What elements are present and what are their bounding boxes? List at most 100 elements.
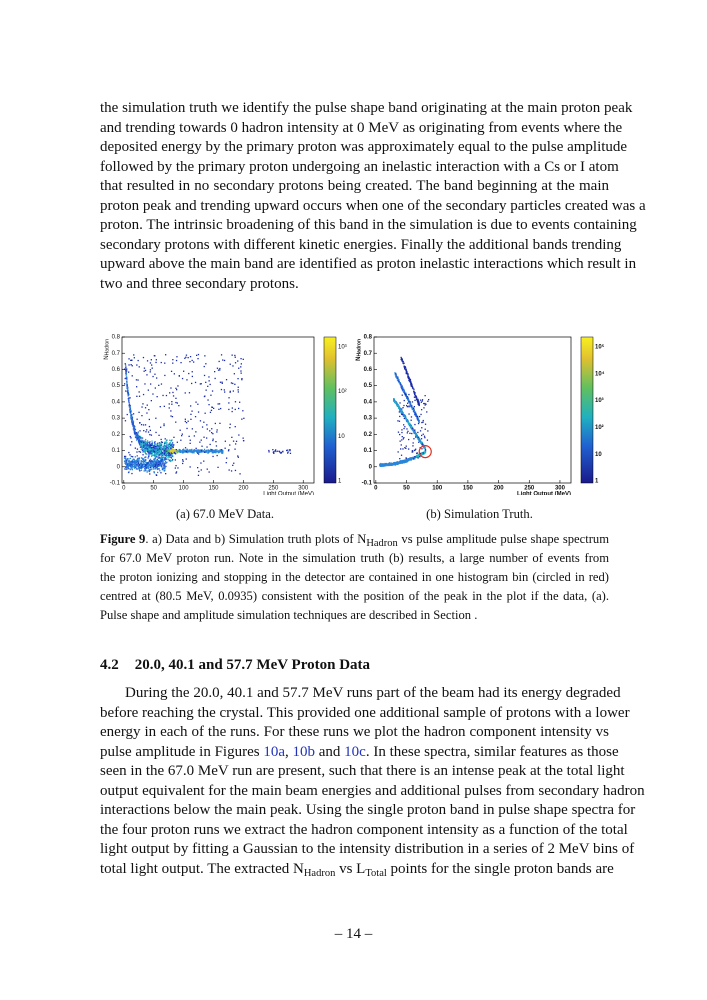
section-title: 20.0, 40.1 and 57.7 MeV Proton Data bbox=[134, 657, 371, 673]
histogram-bin bbox=[157, 464, 159, 467]
histogram-bin bbox=[405, 445, 407, 447]
histogram-bin bbox=[397, 404, 399, 407]
histogram-bin bbox=[169, 439, 171, 441]
histogram-bin bbox=[125, 458, 127, 460]
histogram-bin bbox=[151, 364, 153, 366]
histogram-bin bbox=[138, 442, 140, 444]
histogram-bin bbox=[406, 428, 408, 430]
figure-link[interactable]: 10c bbox=[344, 743, 366, 760]
histogram-bin bbox=[411, 457, 413, 459]
histogram-bin bbox=[213, 407, 215, 409]
histogram-bin bbox=[126, 370, 128, 372]
histogram-bin bbox=[149, 443, 151, 445]
histogram-bin bbox=[402, 388, 404, 391]
text-line: the simulation truth we identify the pul… bbox=[100, 100, 633, 116]
histogram-bin bbox=[410, 416, 413, 418]
histogram-bin bbox=[205, 381, 207, 383]
histogram-bin bbox=[214, 450, 216, 452]
histogram-bin bbox=[172, 395, 175, 397]
histogram-bin bbox=[133, 427, 135, 429]
histogram-bin bbox=[402, 438, 404, 440]
histogram-bin bbox=[170, 452, 172, 454]
histogram-bin bbox=[141, 445, 143, 448]
histogram-bin bbox=[404, 426, 406, 428]
histogram-bin bbox=[403, 417, 405, 420]
histogram-bin bbox=[199, 420, 202, 422]
histogram-bin bbox=[387, 463, 390, 465]
histogram-bin bbox=[239, 473, 241, 475]
histogram-bin bbox=[155, 448, 158, 451]
histogram-bin bbox=[130, 462, 132, 464]
x-tick-label: 0 bbox=[374, 486, 378, 492]
histogram-bin bbox=[155, 359, 157, 361]
histogram-bin bbox=[237, 360, 239, 362]
histogram-bin bbox=[404, 368, 406, 370]
histogram-bin bbox=[171, 401, 173, 403]
histogram-bin bbox=[141, 442, 143, 445]
histogram-bin bbox=[380, 465, 382, 467]
histogram-bin bbox=[164, 468, 166, 470]
histogram-bin bbox=[402, 389, 405, 391]
histogram-bin bbox=[143, 444, 145, 447]
histogram-bin bbox=[126, 368, 128, 370]
histogram-bin bbox=[146, 443, 148, 445]
histogram-bin bbox=[136, 439, 138, 441]
histogram-bin bbox=[151, 443, 154, 445]
histogram-bin bbox=[160, 452, 162, 454]
histogram-bin bbox=[189, 356, 192, 358]
figure-link[interactable]: 10b bbox=[292, 743, 316, 760]
histogram-bin bbox=[126, 383, 128, 385]
histogram-bin bbox=[380, 464, 382, 466]
histogram-bin bbox=[416, 415, 419, 418]
histogram-bin bbox=[380, 465, 382, 467]
histogram-bin bbox=[129, 406, 131, 409]
histogram-bin bbox=[124, 457, 127, 459]
histogram-bin bbox=[154, 446, 157, 448]
histogram-bin bbox=[400, 454, 403, 456]
histogram-bin bbox=[208, 404, 210, 406]
histogram-bin bbox=[139, 463, 142, 465]
histogram-bin bbox=[128, 467, 130, 470]
histogram-bin bbox=[154, 453, 156, 455]
histogram-bin bbox=[178, 405, 180, 407]
histogram-bin bbox=[163, 465, 165, 467]
histogram-bin bbox=[396, 461, 398, 463]
histogram-bin bbox=[414, 429, 416, 431]
histogram-bin bbox=[234, 448, 236, 450]
histogram-bin bbox=[137, 359, 139, 362]
histogram-bin bbox=[137, 460, 139, 462]
histogram-bin bbox=[397, 405, 399, 407]
histogram-bin bbox=[154, 464, 157, 466]
histogram-bin bbox=[163, 449, 165, 451]
histogram-bin bbox=[148, 464, 150, 467]
histogram-bin bbox=[183, 370, 185, 372]
histogram-bin bbox=[164, 438, 166, 440]
histogram-bin bbox=[129, 461, 131, 463]
histogram-bin bbox=[184, 392, 186, 394]
histogram-bin bbox=[144, 449, 146, 451]
histogram-bin bbox=[206, 428, 208, 430]
histogram-bin bbox=[157, 464, 160, 466]
histogram-bin bbox=[145, 448, 147, 451]
figure-link[interactable]: 10a bbox=[263, 743, 285, 760]
x-tick-label: 100 bbox=[179, 486, 190, 492]
histogram-bin bbox=[211, 406, 213, 408]
histogram-bin bbox=[144, 441, 146, 443]
histogram-bin bbox=[403, 391, 406, 393]
subscript: Hadron bbox=[105, 339, 111, 356]
histogram-bin bbox=[132, 461, 134, 463]
x-tick-label: 300 bbox=[555, 486, 566, 492]
histogram-bin bbox=[126, 376, 128, 379]
histogram-bin bbox=[214, 377, 216, 380]
histogram-bin bbox=[138, 457, 140, 459]
histogram-bin bbox=[404, 459, 406, 461]
histogram-bin bbox=[133, 357, 135, 359]
histogram-bin bbox=[130, 464, 132, 466]
histogram-bin bbox=[167, 452, 169, 454]
histogram-bin bbox=[401, 460, 403, 462]
y-tick-label: 0.4 bbox=[364, 399, 373, 405]
histogram-bin bbox=[289, 452, 292, 454]
colorbar bbox=[580, 336, 594, 484]
histogram-bin bbox=[401, 413, 403, 415]
histogram-bin bbox=[411, 405, 413, 407]
